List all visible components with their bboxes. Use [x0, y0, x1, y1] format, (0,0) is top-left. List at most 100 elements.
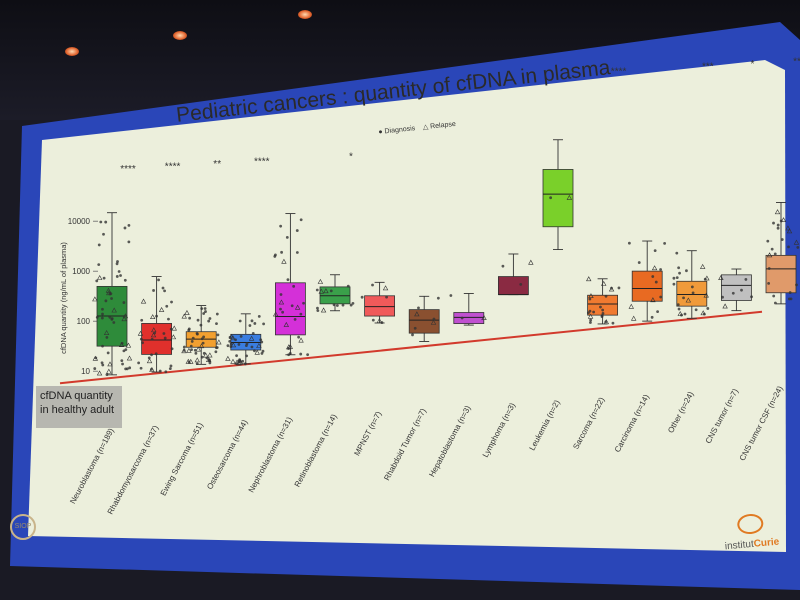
relapse-point: [786, 228, 793, 234]
relapse-point: [146, 358, 153, 364]
relapse-point: [586, 276, 592, 282]
relapse-point: [700, 310, 706, 316]
diagnosis-point: [128, 366, 132, 370]
box: [141, 323, 173, 355]
diagnosis-point: [199, 323, 203, 327]
relapse-point: [376, 318, 383, 323]
diagnosis-point: [196, 318, 200, 322]
relapse-point: [206, 357, 212, 362]
logo-text-bold: Curie: [753, 536, 780, 550]
diagnosis-point: [604, 294, 608, 298]
relapse-point: [149, 314, 156, 320]
box: [676, 280, 708, 307]
diagnosis-point: [112, 321, 116, 324]
diagnosis-point: [93, 367, 97, 370]
relapse-point: [318, 288, 324, 294]
relapse-point: [140, 298, 147, 304]
relapse-point: [703, 292, 709, 298]
diagnosis-point: [153, 331, 156, 335]
relapse-point: [587, 313, 594, 319]
diagnosis-point: [215, 312, 219, 316]
diagnosis-point: [202, 312, 206, 315]
diagnosis-point: [101, 312, 104, 316]
diagnosis-point: [165, 304, 169, 308]
diagnosis-point: [207, 319, 211, 323]
diagnosis-point: [152, 289, 155, 292]
significance-label: ****: [611, 67, 627, 78]
diagnosis-point: [101, 344, 104, 348]
diagnosis-point: [203, 307, 207, 310]
relapse-point: [111, 307, 117, 313]
box: [408, 309, 440, 334]
diagnosis-point: [650, 315, 654, 319]
diagnosis-point: [449, 294, 453, 297]
diagnosis-point: [117, 270, 121, 273]
diagnosis-point: [432, 317, 436, 321]
diagnosis-point: [195, 362, 199, 366]
diagnosis-point: [150, 353, 153, 357]
diagnosis-point: [110, 317, 114, 321]
diagnosis-point: [279, 293, 283, 296]
diagnosis-point: [676, 303, 680, 307]
relapse-point: [317, 278, 324, 284]
diagnosis-point: [182, 345, 186, 349]
diagnosis-point: [200, 337, 204, 341]
diagnosis-point: [163, 289, 166, 293]
diagnosis-point: [95, 315, 99, 319]
relapse-point: [203, 352, 209, 358]
diagnosis-point: [281, 310, 285, 314]
diagnosis-point: [260, 352, 264, 355]
relapse-point: [121, 316, 127, 322]
healthy-adult-label: cfDNA quantity in healthy adult: [36, 386, 122, 428]
box: [364, 295, 396, 317]
diagnosis-point: [122, 349, 126, 353]
diagnosis-point: [150, 337, 154, 341]
diagnosis-point: [100, 316, 104, 320]
diagnosis-point: [239, 334, 243, 338]
diagnosis-point: [235, 354, 238, 358]
diagnosis-point: [288, 351, 292, 355]
diagnosis-point: [683, 312, 687, 316]
diagnosis-point: [158, 369, 162, 373]
diagnosis-point: [299, 218, 303, 222]
diagnosis-point: [306, 353, 310, 357]
relapse-point: [793, 239, 800, 245]
diagnosis-point: [101, 307, 104, 311]
institut-curie-logo: institutCurie: [715, 511, 788, 553]
diagnosis-point: [164, 370, 168, 374]
diagnosis-point: [193, 348, 197, 352]
relapse-point: [628, 303, 634, 309]
diagnosis-point: [675, 251, 679, 255]
diagnosis-point: [190, 340, 194, 343]
relapse-point: [234, 359, 240, 365]
diagnosis-point: [190, 348, 193, 352]
diagnosis-point: [744, 278, 748, 281]
diagnosis-point: [610, 286, 613, 290]
box: [631, 270, 663, 302]
diagnosis-point: [302, 301, 305, 305]
diagnosis-point: [617, 286, 621, 290]
relapse-point: [126, 355, 133, 361]
diagnosis-point: [122, 301, 126, 304]
diagnosis-point: [703, 277, 707, 281]
relapse-point: [96, 275, 103, 280]
relapse-point: [230, 335, 236, 341]
diagnosis-point: [371, 283, 374, 287]
diagnosis-point: [599, 305, 602, 309]
relapse-point: [118, 342, 125, 348]
diagnosis-point: [214, 350, 218, 354]
diagnosis-point: [292, 284, 296, 288]
relapse-point: [601, 280, 607, 286]
diagnosis-point: [656, 310, 659, 314]
relapse-point: [382, 285, 389, 291]
relapse-point: [149, 366, 155, 372]
diagnosis-point: [168, 367, 172, 371]
diagnosis-point: [106, 351, 110, 355]
legend-diagnosis-marker: ●: [378, 128, 384, 136]
diagnosis-point: [167, 317, 170, 321]
diagnosis-point: [351, 302, 355, 305]
relapse-point: [150, 332, 157, 338]
diagnosis-point: [380, 321, 384, 324]
relapse-point: [651, 265, 658, 271]
